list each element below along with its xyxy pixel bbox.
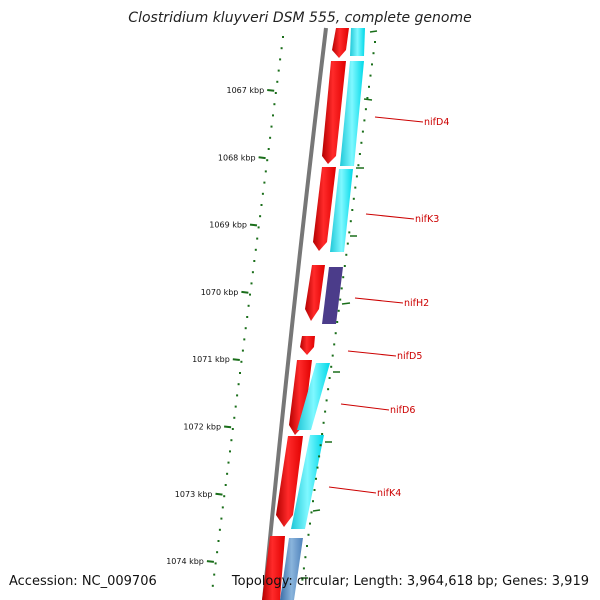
match-block [350, 28, 365, 56]
cds-block [322, 61, 346, 164]
scale-tick [241, 290, 249, 294]
match-block [340, 61, 364, 166]
map-title: Clostridium kluyveri DSM 555, complete g… [128, 10, 472, 26]
match-block [291, 435, 324, 529]
scale-tick-label: 1071 kbp [192, 355, 230, 364]
scale-tick-label: 1068 kbp [218, 153, 256, 162]
cds-block [332, 28, 349, 58]
gene-label-nifD4[interactable]: nifD4 [424, 117, 449, 128]
gene-label-nifH2[interactable]: nifH2 [404, 298, 429, 309]
cds-block [262, 536, 285, 600]
match-block [280, 538, 303, 600]
dotted-track [301, 41, 376, 581]
gene-leader-line [374, 116, 424, 123]
gene-label-nifD5[interactable]: nifD5 [397, 351, 422, 362]
gene-leader-line [347, 350, 397, 357]
match-block [297, 363, 330, 430]
scale-ticks [206, 89, 275, 563]
gene-label-nifD6[interactable]: nifD6 [390, 405, 415, 416]
scale-tick [258, 156, 266, 160]
scale-tick-label: 1072 kbp [183, 423, 221, 432]
scale-tick [232, 358, 240, 361]
genome-summary-text: Topology: circular; Length: 3,964,618 bp… [231, 574, 589, 589]
match-block [330, 169, 353, 252]
gene-leader-line [354, 297, 404, 304]
scale-tick [267, 89, 275, 92]
scale-tick [215, 492, 223, 496]
cds-block [276, 436, 303, 527]
gene-label-nifK3[interactable]: nifK3 [415, 214, 439, 225]
match-track [280, 28, 365, 600]
cds-block [305, 265, 325, 321]
gene-labels: nifD4 nifK3 nifH2 nifD5 nifD6 nifK4 [328, 116, 449, 499]
scale-tick [223, 425, 232, 429]
cds-block [300, 336, 315, 355]
gene-leader-line [365, 213, 415, 220]
scale-tick-label: 1067 kbp [226, 86, 264, 95]
match-block [322, 267, 343, 324]
cds-block [289, 360, 312, 435]
scale-tick-label: 1069 kbp [209, 221, 247, 230]
scale-labels: 1067 kbp 1068 kbp 1069 kbp 1070 kbp 1071 kbp… [166, 86, 264, 566]
scale-tick-label: 1073 kbp [175, 490, 213, 499]
gene-leader-line [340, 403, 390, 411]
scale-tick [249, 223, 258, 227]
cds-track [262, 28, 349, 600]
accession-text: Accession: NC_009706 [9, 574, 157, 589]
gene-label-nifK4[interactable]: nifK4 [377, 488, 401, 499]
scale-tick [206, 560, 215, 563]
gc-skew-track [301, 30, 378, 579]
gene-leader-line [328, 486, 377, 494]
genome-backbone [262, 27, 328, 600]
scale-tick-label: 1074 kbp [166, 557, 204, 566]
cds-block [313, 167, 336, 251]
scale-tick-label: 1070 kbp [201, 288, 239, 297]
scale-dotted-line [211, 36, 284, 587]
